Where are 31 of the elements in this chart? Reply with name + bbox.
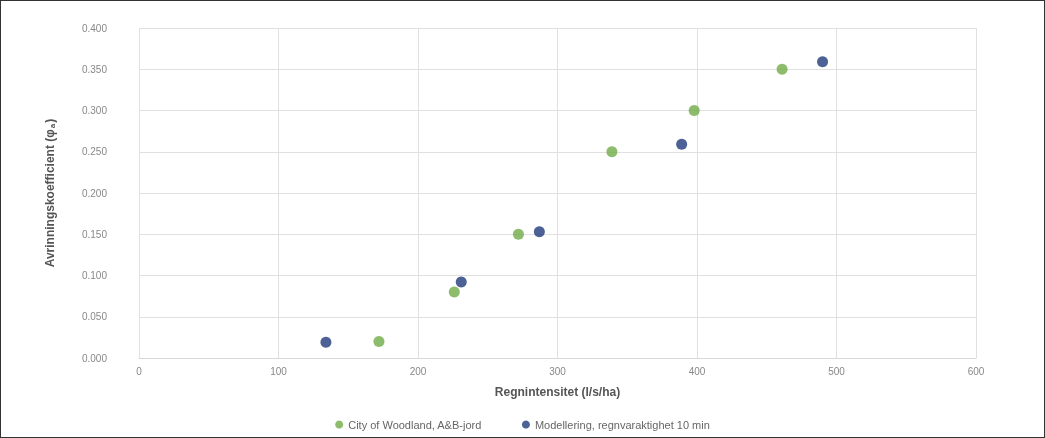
- y-tick-label: 0.050: [81, 311, 108, 323]
- point: [676, 138, 688, 150]
- x-tick-label: 400: [688, 365, 706, 377]
- y-tick-label: 0.300: [81, 105, 108, 116]
- x-tick-label: 300: [549, 365, 567, 377]
- x-tick-label: 500: [828, 365, 846, 377]
- y-tick-label: 0.350: [81, 63, 108, 75]
- point: [455, 276, 467, 288]
- y-tick-label: 0.250: [81, 146, 108, 158]
- point: [373, 336, 385, 347]
- y-tick-label: 0.400: [81, 22, 108, 34]
- legend-label: Modellering, regnvaraktighet 10 min: [534, 418, 710, 431]
- point: [817, 56, 829, 68]
- point: [320, 336, 332, 348]
- x-tick-label: 100: [270, 365, 288, 377]
- point: [776, 63, 788, 75]
- y-tick-label: 0.200: [81, 187, 108, 199]
- x-axis-title: Regnintensitet (l/s/ha): [494, 385, 621, 399]
- y-axis-title: Avrinningskoefficient (φa): [43, 118, 57, 268]
- point: [688, 105, 700, 116]
- y-tick-label: 0.100: [81, 270, 108, 281]
- y-tick-label: 0.000: [81, 352, 108, 364]
- point: [533, 226, 545, 238]
- x-tick-label: 600: [967, 365, 985, 377]
- legend-label: City of Woodland, A&B-jord: [348, 418, 482, 431]
- point: [448, 286, 460, 298]
- point: [606, 146, 618, 158]
- point: [512, 228, 524, 240]
- x-tick-label: 200: [409, 365, 427, 377]
- y-tick-label: 0.150: [81, 228, 108, 240]
- x-tick-label: 0: [136, 365, 143, 377]
